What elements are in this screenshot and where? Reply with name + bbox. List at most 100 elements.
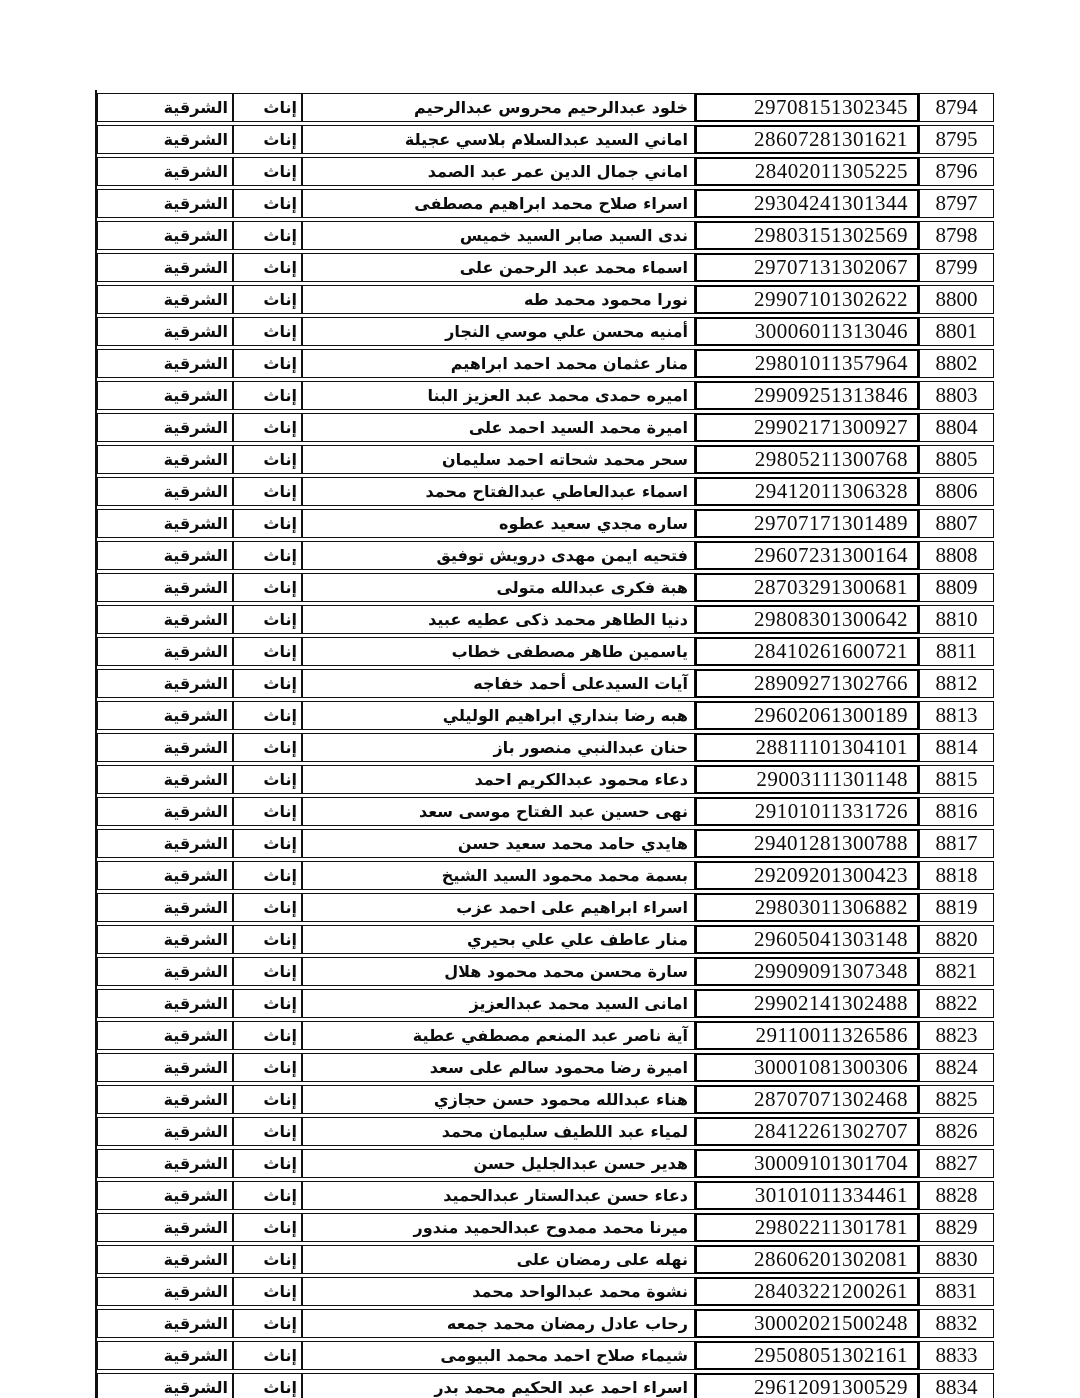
- gender-cell: إناث: [233, 893, 302, 922]
- table-row: الشرقية إناث نشوة محمد عبدالواحد محمد 28403…: [97, 1277, 994, 1306]
- national-id-cell: 29110011326586: [695, 1021, 919, 1050]
- table-row: الشرقية إناث نهى حسين عبد الفتاح موسى سعد 2…: [97, 797, 994, 826]
- governorate-cell: الشرقية: [97, 1117, 233, 1146]
- national-id-cell: 29909251313846: [695, 381, 919, 410]
- table-row: الشرقية إناث هناء عبدالله محمود حسن حجازي 2…: [97, 1085, 994, 1114]
- serial-cell: 8812: [919, 669, 994, 698]
- name-cell: خلود عبدالرحيم محروس عبدالرحيم: [302, 93, 695, 122]
- serial-cell: 8798: [919, 221, 994, 250]
- table-row: الشرقية إناث اميرة محمد السيد احمد على 2990…: [97, 413, 994, 442]
- name-cell: بسمة محمد محمود السيد الشيخ: [302, 861, 695, 890]
- gender-cell: إناث: [233, 413, 302, 442]
- gender-cell: إناث: [233, 1309, 302, 1338]
- gender-cell: إناث: [233, 1341, 302, 1370]
- serial-cell: 8814: [919, 733, 994, 762]
- gender-cell: إناث: [233, 765, 302, 794]
- table-row: الشرقية إناث فتحيه ايمن مهدى درويش توفيق 29…: [97, 541, 994, 570]
- national-id-cell: 29803151302569: [695, 221, 919, 250]
- serial-cell: 8830: [919, 1245, 994, 1274]
- serial-cell: 8831: [919, 1277, 994, 1306]
- governorate-cell: الشرقية: [97, 797, 233, 826]
- gender-cell: إناث: [233, 93, 302, 122]
- name-cell: هناء عبدالله محمود حسن حجازي: [302, 1085, 695, 1114]
- table-row: الشرقية إناث اماني جمال الدين عمر عبد الصم…: [97, 157, 994, 186]
- governorate-cell: الشرقية: [97, 957, 233, 986]
- national-id-cell: 29805211300768: [695, 445, 919, 474]
- serial-cell: 8818: [919, 861, 994, 890]
- gender-cell: إناث: [233, 477, 302, 506]
- serial-cell: 8828: [919, 1181, 994, 1210]
- governorate-cell: الشرقية: [97, 1309, 233, 1338]
- governorate-cell: الشرقية: [97, 125, 233, 154]
- national-id-cell: 29801011357964: [695, 349, 919, 378]
- serial-cell: 8821: [919, 957, 994, 986]
- national-id-cell: 29508051302161: [695, 1341, 919, 1370]
- serial-cell: 8811: [919, 637, 994, 666]
- table-row: الشرقية إناث سحر محمد شحاته احمد سليمان 298…: [97, 445, 994, 474]
- gender-cell: إناث: [233, 989, 302, 1018]
- name-cell: منار عثمان محمد احمد ابراهيم: [302, 349, 695, 378]
- table-row: الشرقية إناث نهله على رمضان على 28606201302…: [97, 1245, 994, 1274]
- national-id-cell: 29101011331726: [695, 797, 919, 826]
- table-row: الشرقية إناث آية ناصر عبد المنعم مصطفي عطي…: [97, 1021, 994, 1050]
- table-row: الشرقية إناث لمياء عبد اللطيف سليمان محمد 2…: [97, 1117, 994, 1146]
- name-cell: هبه رضا بنداري ابراهيم الوليلي: [302, 701, 695, 730]
- gender-cell: إناث: [233, 1373, 302, 1398]
- table-row: الشرقية إناث هبة فكرى عبدالله متولى 2870329…: [97, 573, 994, 602]
- serial-cell: 8799: [919, 253, 994, 282]
- gender-cell: إناث: [233, 829, 302, 858]
- national-id-cell: 29808301300642: [695, 605, 919, 634]
- national-id-cell: 29802211301781: [695, 1213, 919, 1242]
- name-cell: نورا محمود محمد طه: [302, 285, 695, 314]
- gender-cell: إناث: [233, 861, 302, 890]
- gender-cell: إناث: [233, 541, 302, 570]
- governorate-cell: الشرقية: [97, 989, 233, 1018]
- table-row: الشرقية إناث دنيا الطاهر محمد ذكى عطيه عبي…: [97, 605, 994, 634]
- serial-cell: 8804: [919, 413, 994, 442]
- governorate-cell: الشرقية: [97, 605, 233, 634]
- name-cell: اميرة رضا محمود سالم على سعد: [302, 1053, 695, 1082]
- national-id-cell: 29707171301489: [695, 509, 919, 538]
- national-id-cell: 28909271302766: [695, 669, 919, 698]
- governorate-cell: الشرقية: [97, 1149, 233, 1178]
- national-id-cell: 29803011306882: [695, 893, 919, 922]
- serial-cell: 8810: [919, 605, 994, 634]
- gender-cell: إناث: [233, 1021, 302, 1050]
- table-row: الشرقية إناث منار عاطف علي علي بحيري 296050…: [97, 925, 994, 954]
- governorate-cell: الشرقية: [97, 509, 233, 538]
- governorate-cell: الشرقية: [97, 221, 233, 250]
- serial-cell: 8817: [919, 829, 994, 858]
- serial-cell: 8823: [919, 1021, 994, 1050]
- gender-cell: إناث: [233, 573, 302, 602]
- table-row: الشرقية إناث اماني السيد عبدالسلام بلاسي ع…: [97, 125, 994, 154]
- gender-cell: إناث: [233, 285, 302, 314]
- national-id-cell: 29909091307348: [695, 957, 919, 986]
- table-row: الشرقية إناث اميرة رضا محمود سالم على سعد 3…: [97, 1053, 994, 1082]
- serial-cell: 8808: [919, 541, 994, 570]
- name-cell: أمنيه محسن علي موسي النجار: [302, 317, 695, 346]
- governorate-cell: الشرقية: [97, 1053, 233, 1082]
- table-row: الشرقية إناث رحاب عادل رمضان محمد جمعه 3000…: [97, 1309, 994, 1338]
- table-row: الشرقية إناث بسمة محمد محمود السيد الشيخ 29…: [97, 861, 994, 890]
- serial-cell: 8829: [919, 1213, 994, 1242]
- national-id-cell: 29612091300529: [695, 1373, 919, 1398]
- serial-cell: 8819: [919, 893, 994, 922]
- serial-cell: 8809: [919, 573, 994, 602]
- serial-cell: 8794: [919, 93, 994, 122]
- governorate-cell: الشرقية: [97, 253, 233, 282]
- national-id-cell: 29607231300164: [695, 541, 919, 570]
- name-cell: هايدي حامد محمد سعيد حسن: [302, 829, 695, 858]
- serial-cell: 8806: [919, 477, 994, 506]
- table-row: الشرقية إناث هايدي حامد محمد سعيد حسن 29401…: [97, 829, 994, 858]
- serial-cell: 8827: [919, 1149, 994, 1178]
- name-cell: اسماء عبدالعاطي عبدالفتاح محمد: [302, 477, 695, 506]
- gender-cell: إناث: [233, 669, 302, 698]
- gender-cell: إناث: [233, 1213, 302, 1242]
- gender-cell: إناث: [233, 1117, 302, 1146]
- name-cell: رحاب عادل رمضان محمد جمعه: [302, 1309, 695, 1338]
- gender-cell: إناث: [233, 509, 302, 538]
- gender-cell: إناث: [233, 701, 302, 730]
- gender-cell: إناث: [233, 189, 302, 218]
- name-cell: اميرة محمد السيد احمد على: [302, 413, 695, 442]
- governorate-cell: الشرقية: [97, 381, 233, 410]
